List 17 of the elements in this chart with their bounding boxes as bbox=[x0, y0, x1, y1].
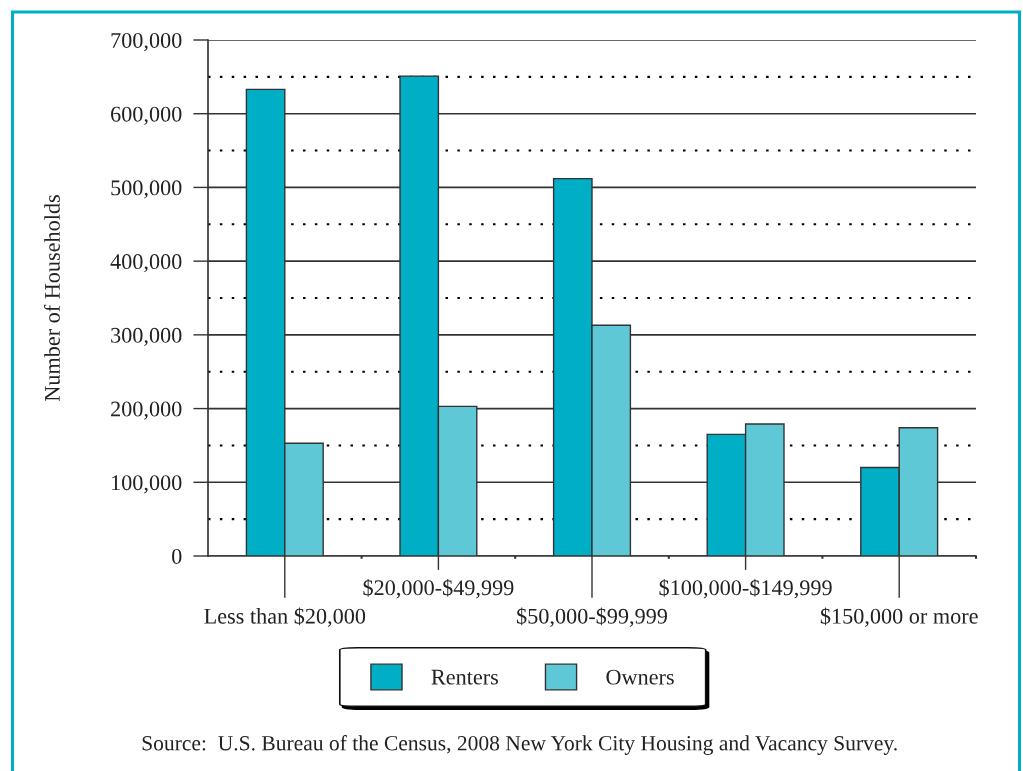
y-tick-label: 700,000 bbox=[111, 32, 182, 52]
y-tick-label: 300,000 bbox=[111, 327, 182, 346]
source-note: Source: U.S. Bureau of the Census, 2008 New York City Housing and Vacancy Survey. bbox=[142, 735, 897, 755]
x-tick-label: $20,000-$49,999 bbox=[363, 578, 514, 599]
x-tick-label: Less than $20,000 bbox=[204, 607, 366, 627]
y-tick-label: 500,000 bbox=[111, 180, 182, 199]
x-tick-label: $150,000 or more bbox=[820, 607, 978, 627]
x-tick-label: $50,000-$99,999 bbox=[517, 607, 668, 627]
y-tick-label: 200,000 bbox=[111, 401, 182, 420]
y-axis-title: Number of Households bbox=[44, 195, 60, 402]
x-tick-label: $100,000-$149,999 bbox=[659, 578, 832, 599]
y-tick-label: 600,000 bbox=[111, 106, 182, 125]
legend-label: Renters bbox=[431, 669, 498, 685]
y-tick-label: 0 bbox=[172, 548, 182, 564]
legend-label: Owners bbox=[606, 669, 674, 685]
y-tick-label: 400,000 bbox=[110, 254, 182, 273]
y-tick-label: 100,000 bbox=[112, 475, 182, 494]
